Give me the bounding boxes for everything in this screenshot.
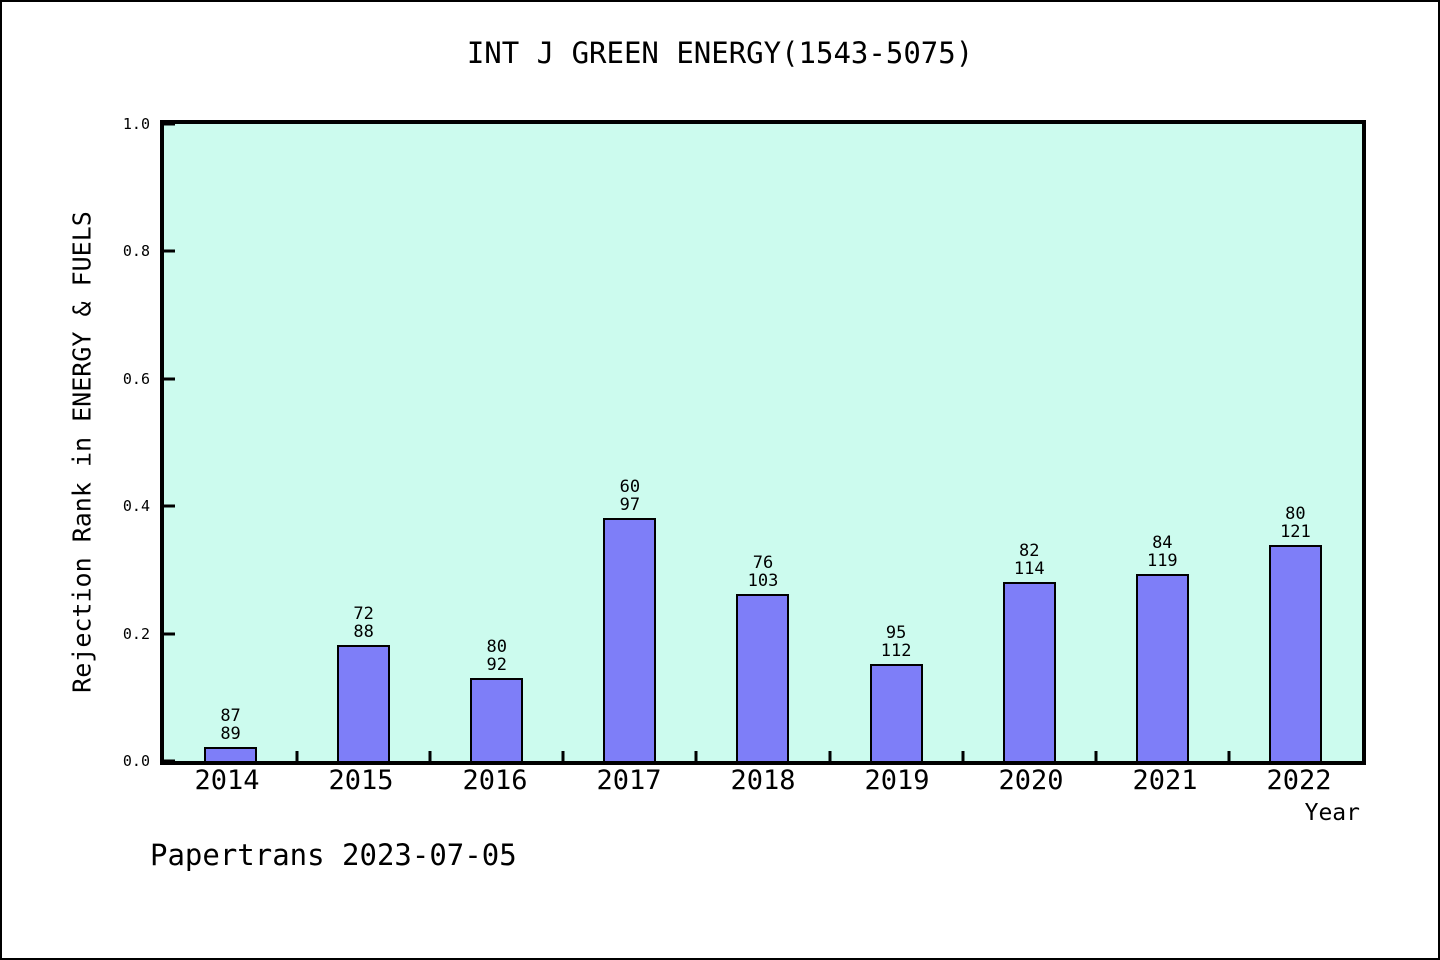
bar-value-bottom: 92 [486, 654, 508, 675]
bar-column: 72 88 [297, 124, 430, 761]
x-tick-label: 2017 [596, 765, 662, 796]
y-axis-label: Rejection Rank in ENERGY & FUELS [67, 211, 97, 693]
bar-column: 82 114 [963, 124, 1096, 761]
bar-column: 95 112 [830, 124, 963, 761]
x-tick-mark [1094, 751, 1098, 761]
bar [337, 645, 391, 761]
y-tick-label: 0.2 [122, 624, 150, 643]
bar [204, 746, 258, 761]
bar-value-top: 87 [220, 705, 241, 726]
x-tick-mark [961, 751, 965, 761]
x-tick-mark [828, 751, 832, 761]
bar [736, 594, 790, 761]
bar-column: 76 103 [696, 124, 829, 761]
x-tick-mark [694, 751, 698, 761]
plot-area: 87 89 72 88 80 92 60 97 76 103 95 112 82 114 84 119 80 12… [123, 115, 1366, 770]
y-tick-label: 0.0 [122, 752, 150, 770]
bar-value-label: 72 88 [353, 605, 373, 641]
x-tick-label: 2018 [730, 765, 796, 796]
bar-value-top: 80 [1285, 504, 1306, 525]
x-axis-label: Year [1304, 800, 1360, 826]
bar-value-bottom: 97 [619, 495, 641, 516]
bar-column: 80 121 [1229, 124, 1362, 761]
y-tick-label: 0.8 [122, 242, 150, 261]
chart-title: INT J GREEN ENERGY(1543-5075) [466, 36, 974, 70]
x-tick-label: 2014 [194, 765, 260, 796]
bar-value-label: 80 92 [487, 638, 507, 674]
x-tick-label: 2022 [1266, 765, 1332, 796]
x-tick-mark [428, 751, 432, 761]
bar-value-label: 87 89 [220, 707, 240, 743]
y-tick-label: 0.4 [122, 497, 150, 516]
bar-value-top: 95 [885, 623, 907, 644]
x-tick-mark [561, 751, 565, 761]
bar [869, 664, 923, 761]
bar-column: 84 119 [1096, 124, 1229, 761]
x-tick-label: 2021 [1132, 765, 1198, 796]
x-tick-mark [1227, 751, 1231, 761]
bar [1268, 545, 1322, 761]
bar-value-bottom: 88 [353, 622, 374, 643]
bar-value-top: 76 [752, 553, 774, 574]
x-tick-mark [295, 751, 299, 761]
bar-column: 87 89 [164, 124, 297, 761]
bar-value-label: 84 119 [1147, 534, 1178, 570]
bar-value-bottom: 103 [747, 571, 779, 592]
bar-value-top: 80 [486, 636, 508, 657]
bar-value-label: 76 103 [748, 554, 779, 590]
bar-column: 80 92 [430, 124, 563, 761]
y-tick-mark [164, 759, 175, 763]
y-tick-mark [164, 249, 175, 253]
bar-value-top: 82 [1018, 541, 1040, 562]
bar-value-bottom: 114 [1013, 559, 1045, 580]
x-tick-label: 2015 [328, 765, 394, 796]
bar-value-bottom: 119 [1146, 550, 1178, 571]
bar-value-bottom: 112 [880, 641, 912, 662]
bar-value-top: 72 [353, 604, 374, 625]
bar-value-label: 60 97 [620, 478, 640, 514]
x-tick-label: 2019 [864, 765, 930, 796]
y-tick-label: 1.0 [122, 115, 150, 133]
bar-value-label: 80 121 [1280, 505, 1311, 541]
x-tick-label: 2016 [462, 765, 528, 796]
watermark-text: Papertrans 2023-07-05 [150, 838, 517, 872]
bar [1135, 573, 1189, 761]
y-tick-mark [164, 377, 175, 381]
bar-value-top: 60 [619, 477, 641, 498]
x-tick-label: 2020 [998, 765, 1064, 796]
y-tick-label: 0.6 [122, 369, 150, 388]
bar-value-top: 84 [1152, 532, 1173, 553]
bar-value-label: 95 112 [881, 624, 912, 660]
bar [470, 677, 524, 761]
bar-column: 60 97 [563, 124, 696, 761]
y-tick-mark [164, 122, 175, 126]
x-tick-labels: 2014 2015 2016 2017 2018 2019 2020 2021 2022 [160, 766, 1366, 796]
bar-value-label: 82 114 [1014, 542, 1045, 578]
bar-value-bottom: 89 [220, 723, 241, 744]
y-tick-mark [164, 632, 175, 636]
bars-row: 87 89 72 88 80 92 60 97 76 103 95 112 82 114 84 119 80 12… [164, 124, 1362, 761]
bar [1002, 582, 1056, 761]
bar-value-bottom: 121 [1280, 522, 1311, 543]
bar [603, 518, 657, 761]
y-tick-mark [164, 504, 175, 508]
